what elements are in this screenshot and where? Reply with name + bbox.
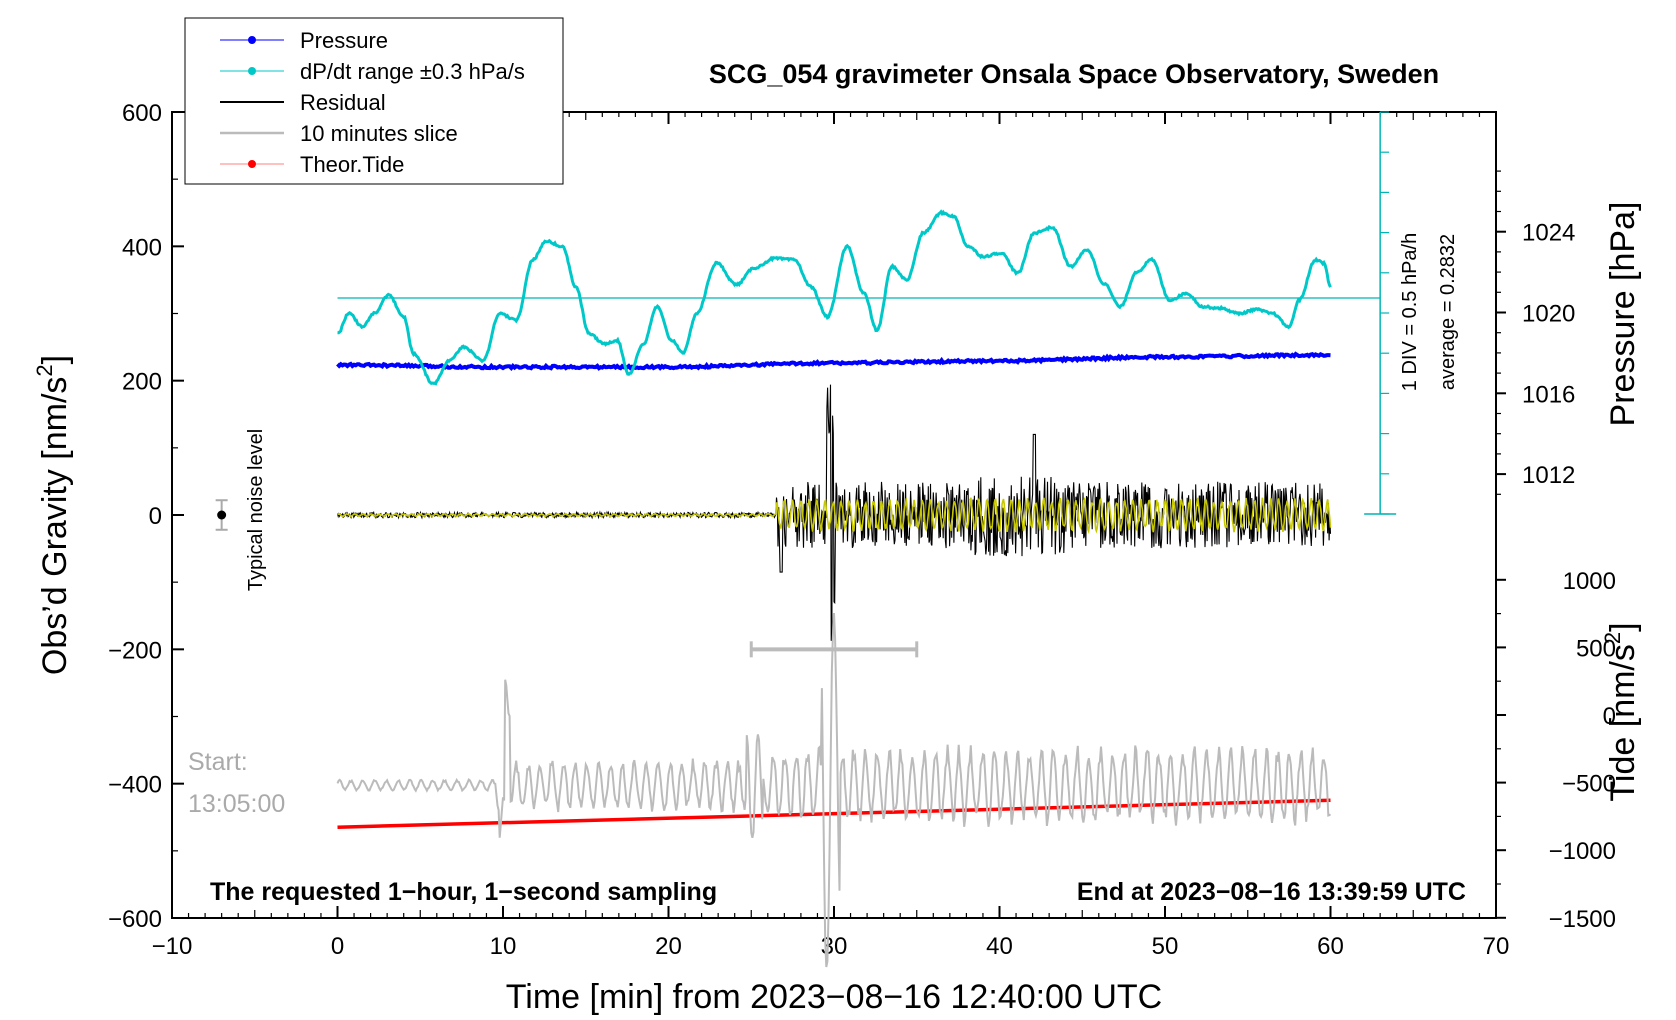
y-axis-left-label: Obs’d Gravity [nm/s2] — [32, 355, 74, 675]
y-tick-label: 0 — [149, 503, 162, 530]
y-axis-tide: −1500 −1000 −500 0 500 1000 — [1495, 568, 1616, 933]
y-axis-tide-label-sup: 2 — [1600, 632, 1625, 644]
tide-tick-label: 1000 — [1563, 568, 1616, 595]
y-axis-pressure: 1012 1016 1020 1024 — [1495, 148, 1575, 515]
dpdt-line — [337, 209, 1332, 386]
y-axis-left-label-close: ] — [36, 355, 74, 364]
y-axis-tide-label-close: ] — [1604, 622, 1642, 631]
residual-line — [336, 384, 1332, 641]
x-tick-label: 20 — [655, 933, 682, 960]
series-layer — [215, 111, 1397, 968]
x-tick-label: 0 — [331, 933, 344, 960]
y-axis-left-label-text: Obs’d Gravity [nm/s — [36, 377, 74, 676]
pressure-line — [336, 351, 1331, 371]
end-time-note: End at 2023−08−16 13:39:59 UTC — [1077, 878, 1466, 906]
noise-marker-point — [217, 510, 227, 520]
ten-minute-slice-line — [336, 613, 1332, 968]
y-axis-left: −600 −400 −200 0 200 400 600 — [108, 100, 184, 933]
x-tick-label: 70 — [1483, 933, 1510, 960]
legend: Pressure dP/dt range ±0.3 hPa/s Residual… — [184, 17, 564, 185]
y-tick-label: −400 — [108, 772, 162, 799]
y-tick-label: 200 — [122, 369, 162, 396]
tide-tick-label: 0 — [1603, 703, 1616, 730]
start-label: Start: — [188, 748, 248, 776]
pressure-tick-label: 1024 — [1522, 220, 1575, 247]
tide-tick-label: −500 — [1562, 771, 1616, 798]
y-axis-tide-label-text: Tide [nm/s — [1604, 644, 1642, 801]
pressure-tick-label: 1016 — [1522, 381, 1575, 408]
noise-level-label: Typical noise level — [245, 429, 267, 591]
tide-tick-label: 500 — [1576, 635, 1616, 662]
y-axis-pressure-label: Pressure [hPa] — [1604, 202, 1642, 427]
pressure-tick-label: 1020 — [1522, 301, 1575, 328]
tide-tick-label: −1500 — [1549, 906, 1616, 933]
legend-label-tide: Theor.Tide — [300, 152, 404, 177]
legend-label-dpdt: dP/dt range ±0.3 hPa/s — [300, 59, 525, 84]
x-axis-label: Time [min] from 2023−08−16 12:40:00 UTC — [506, 978, 1162, 1016]
y-axis-left-label-sup: 2 — [32, 364, 57, 376]
y-tick-label: −600 — [108, 906, 162, 933]
theor-tide-line — [337, 798, 1331, 829]
legend-marker-dpdt — [248, 67, 256, 75]
chart-title: SCG_054 gravimeter Onsala Space Observat… — [709, 59, 1439, 89]
legend-label-residual: Residual — [300, 90, 386, 115]
tide-tick-label: −1000 — [1549, 838, 1616, 865]
sampling-note: The requested 1−hour, 1−second sampling — [210, 878, 717, 906]
legend-label-pressure: Pressure — [300, 28, 388, 53]
pressure-div-label: 1 DIV = 0.5 hPa/h — [1399, 233, 1421, 391]
y-axis-tide-label: Tide [nm/s2] — [1600, 622, 1642, 801]
x-tick-label: −10 — [152, 933, 193, 960]
x-tick-label: 40 — [986, 933, 1013, 960]
legend-marker-pressure — [248, 36, 256, 44]
legend-label-slice: 10 minutes slice — [300, 121, 458, 146]
y-tick-label: 400 — [122, 234, 162, 261]
start-time: 13:05:00 — [188, 790, 285, 818]
legend-marker-tide — [248, 160, 256, 168]
filtered-residual-line — [337, 497, 1332, 535]
pressure-tick-label: 1012 — [1522, 462, 1575, 489]
x-tick-label: 60 — [1317, 933, 1344, 960]
y-tick-label: 600 — [122, 100, 162, 127]
y-tick-label: −200 — [108, 637, 162, 664]
x-tick-label: 50 — [1152, 933, 1179, 960]
pressure-average-label: average = 0.2832 — [1437, 234, 1459, 390]
x-tick-label: 10 — [490, 933, 517, 960]
